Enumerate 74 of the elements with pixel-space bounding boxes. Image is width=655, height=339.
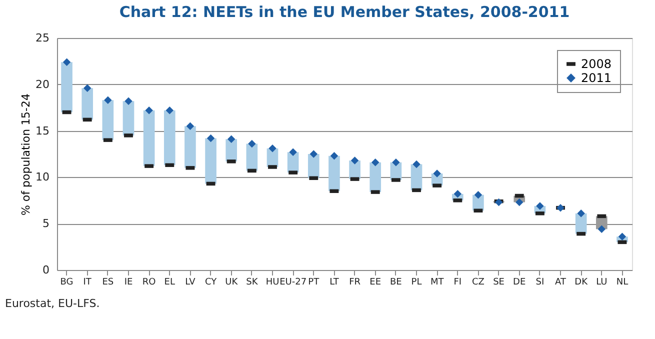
point: [412, 160, 420, 168]
point: [62, 58, 71, 66]
point: [310, 150, 318, 158]
point: [536, 202, 544, 210]
point: [248, 140, 256, 148]
bar: [184, 126, 196, 168]
point: [577, 210, 585, 218]
point: [454, 190, 462, 198]
x-tick-label: FR: [349, 278, 361, 288]
point: [371, 158, 380, 166]
x-tick-label: DK: [574, 278, 589, 288]
point: [145, 106, 153, 114]
chart-title: Chart 12: NEETs in the EU Member States, 2008-2011: [119, 3, 570, 21]
point: [474, 190, 482, 199]
x-tick-label: MT: [430, 278, 444, 288]
point: [206, 134, 215, 142]
y-tick-label: 5: [42, 217, 50, 230]
point: [186, 122, 194, 130]
x-tick-label: LV: [185, 278, 196, 288]
x-tick-label: SE: [493, 278, 505, 288]
bar: [205, 138, 216, 184]
text: Eurostat, EU-LFS.: [5, 297, 100, 310]
x-tick-label: CZ: [472, 278, 484, 288]
point: [166, 106, 174, 114]
point: [392, 158, 400, 166]
point: [124, 97, 132, 105]
x-tick-label: SK: [246, 278, 259, 288]
x-tick-label: LU: [596, 278, 608, 288]
point: [104, 96, 112, 104]
point: [289, 148, 297, 156]
point: [433, 170, 441, 178]
bar: [61, 62, 72, 112]
y-tick-label: 20: [36, 78, 50, 91]
x-tick-label: CY: [204, 278, 218, 288]
x-tick-label: NL: [616, 278, 628, 288]
legend-label: 2011: [581, 71, 612, 85]
x-tick-label: IE: [124, 278, 133, 288]
y-axis-title: % of population 15-24: [20, 93, 33, 216]
point: [330, 152, 338, 160]
point: [598, 225, 606, 234]
x-tick-label: DE: [513, 278, 526, 288]
point: [494, 198, 503, 206]
x-tick-label: BG: [60, 278, 74, 288]
x-tick-label: LT: [330, 278, 340, 288]
point: [268, 144, 276, 152]
y-tick-label: 25: [36, 32, 50, 44]
x-tick-label: AT: [555, 278, 566, 288]
point: [227, 135, 236, 144]
y-tick-label: 10: [36, 170, 50, 184]
x-tick-label: ES: [102, 278, 114, 288]
x-tick-label: SI: [536, 278, 544, 288]
x-tick-label: PT: [308, 278, 320, 288]
x-tick-label: RO: [142, 278, 156, 288]
x-tick-label: BE: [390, 278, 402, 288]
x-tick-label: EE: [370, 278, 382, 288]
point: [515, 198, 524, 206]
y-tick-label: 15: [36, 124, 50, 138]
point: [83, 84, 92, 92]
bar: [82, 88, 93, 120]
point: [350, 156, 359, 164]
bar: [143, 110, 155, 166]
x-tick-label: FI: [454, 278, 462, 288]
y-tick-label: 0: [42, 264, 50, 276]
bar: [328, 156, 340, 192]
x-tick-label: PL: [411, 278, 422, 288]
bar: [164, 110, 176, 166]
x-tick-label: HU: [266, 278, 280, 288]
bar: [102, 100, 114, 140]
x-tick-label: IT: [83, 278, 92, 288]
point: [618, 232, 626, 240]
x-tick-label: EL: [164, 278, 175, 288]
x-tick-label: UK: [225, 278, 239, 288]
x-tick-label: EU-27: [280, 278, 307, 288]
legend-label: 2008: [581, 57, 612, 71]
